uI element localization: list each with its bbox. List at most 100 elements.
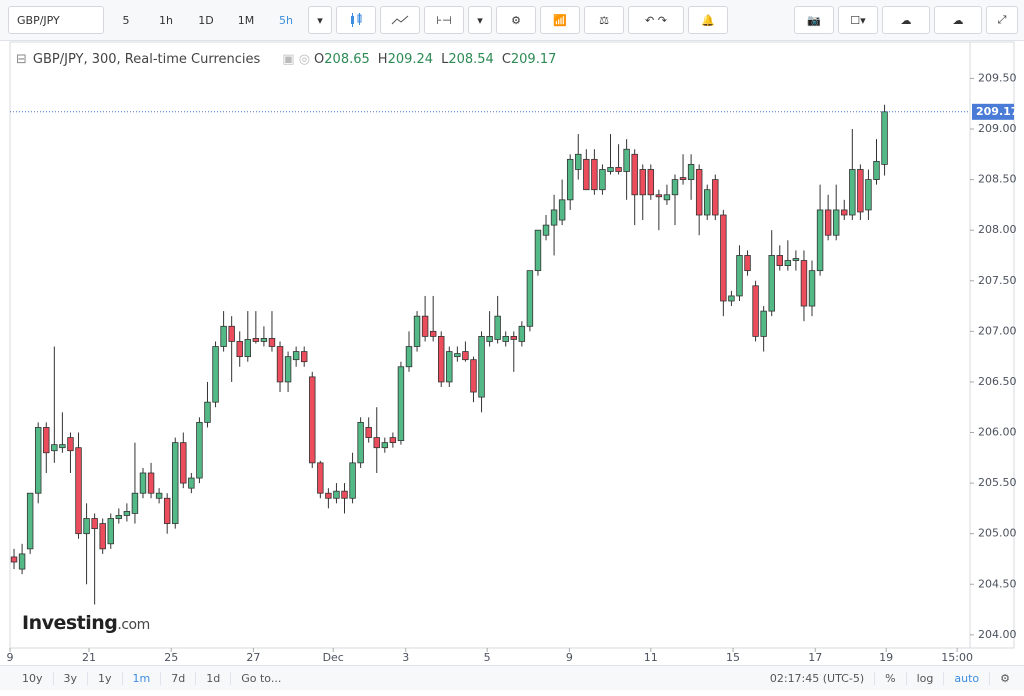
- candle-body: [849, 169, 856, 216]
- color-button[interactable]: ☐▾: [838, 6, 878, 34]
- interval-menu[interactable]: ▾: [308, 6, 332, 34]
- line-button[interactable]: [380, 6, 420, 34]
- icon: [351, 13, 362, 27]
- range-button[interactable]: 1m: [123, 671, 162, 685]
- interval-button[interactable]: 1M: [237, 13, 255, 27]
- candle-body: [212, 346, 219, 403]
- candle-body: [438, 336, 445, 383]
- cloud-save[interactable]: ☁: [934, 6, 982, 34]
- x-tick-label: 9: [566, 651, 573, 664]
- snapshot-button[interactable]: 📷: [794, 6, 834, 34]
- candle-body: [123, 511, 131, 516]
- candle-body: [75, 447, 82, 535]
- symbol-input[interactable]: GBP/JPY: [8, 6, 104, 34]
- candle-body: [147, 472, 155, 494]
- candle-body: [155, 492, 163, 499]
- candle-body: [865, 179, 872, 211]
- candle-body: [341, 490, 348, 499]
- legend-icons[interactable]: ▣ ◎: [282, 52, 311, 67]
- candles-button[interactable]: [336, 6, 376, 34]
- candle-body: [373, 437, 380, 449]
- candle-body: [470, 359, 477, 393]
- interval-button[interactable]: 1D: [198, 13, 214, 27]
- candle-body: [252, 338, 260, 342]
- settings-button[interactable]: ⚙: [1000, 671, 1010, 685]
- x-tick-label: 25: [164, 651, 178, 664]
- indicator-menu[interactable]: ▾: [468, 6, 492, 34]
- x-tick-label: 9: [7, 651, 14, 664]
- interval-button[interactable]: 1h: [159, 13, 173, 27]
- interval-button[interactable]: 5: [122, 13, 130, 27]
- candle-body: [768, 255, 775, 312]
- candle-body: [776, 255, 783, 266]
- y-tick-label: 209.50: [978, 71, 1017, 84]
- compare-button[interactable]: ⚖: [584, 6, 624, 34]
- candle-body: [575, 153, 582, 170]
- interval-button[interactable]: 5h: [279, 13, 293, 27]
- candle-body: [91, 518, 98, 530]
- candle-body: [583, 158, 590, 191]
- scale-button[interactable]: log: [907, 671, 945, 685]
- candle-body: [357, 421, 364, 464]
- candle-body: [478, 336, 485, 398]
- candle-body: [647, 169, 655, 196]
- y-tick-label: 207.00: [978, 324, 1017, 337]
- chart-title: GBP/JPY, 300, Real-time Currencies: [32, 52, 261, 67]
- candle-body: [260, 338, 268, 342]
- candle-body: [671, 179, 679, 196]
- range-button[interactable]: 7d: [161, 671, 197, 685]
- candle-body: [663, 194, 671, 201]
- brand-name: Investing: [22, 612, 118, 634]
- candle-body: [349, 462, 356, 499]
- candle-body: [631, 153, 638, 196]
- x-tick-label: 17: [808, 651, 822, 664]
- candle-body: [405, 346, 413, 368]
- range-button[interactable]: 1y: [88, 671, 123, 685]
- candle-body: [139, 472, 147, 494]
- candle-body: [542, 224, 550, 236]
- candle-body: [824, 209, 832, 236]
- x-tick-label: 21: [82, 651, 96, 664]
- candle-body: [744, 255, 751, 272]
- scale-button[interactable]: auto: [944, 671, 991, 685]
- range-button[interactable]: 3y: [54, 671, 89, 685]
- candle-body: [462, 351, 469, 361]
- cloud-load[interactable]: ☁: [882, 6, 930, 34]
- alert-button[interactable]: 🔔: [688, 6, 728, 34]
- indicator-button[interactable]: ⊦⊣: [424, 6, 464, 34]
- candle-body: [309, 376, 316, 464]
- y-tick-label: 205.00: [978, 527, 1017, 540]
- studies-button[interactable]: 📶: [540, 6, 580, 34]
- goto-button[interactable]: Go to...: [241, 671, 282, 685]
- candle-body: [550, 209, 558, 226]
- range-button[interactable]: 10y: [0, 671, 54, 685]
- candle-body: [180, 442, 187, 484]
- collapse-icon[interactable]: ⊟: [16, 52, 27, 67]
- candle-body: [728, 295, 735, 302]
- candle-body: [188, 477, 195, 489]
- undo-redo[interactable]: ↶ ↷: [628, 6, 684, 34]
- x-tick-label: 15:00: [941, 651, 973, 664]
- candle-body: [107, 518, 114, 545]
- candle-body: [687, 164, 695, 180]
- bottom-bar: 10y 3y 1y 1m 7d 1d Go to... 02:17:45 (UT…: [0, 665, 1024, 690]
- ohlc-label: O: [314, 52, 325, 67]
- fullscreen-button[interactable]: ⤢: [986, 6, 1018, 34]
- x-tick-label: 27: [246, 651, 260, 664]
- candle-body: [268, 338, 276, 347]
- candle-body: [34, 427, 42, 494]
- x-tick-label: 5: [484, 651, 491, 664]
- y-tick-label: 209.00: [978, 122, 1017, 135]
- range-button[interactable]: 1d: [196, 671, 232, 685]
- candle-body: [510, 336, 517, 340]
- candle-body: [397, 366, 405, 442]
- scale-button[interactable]: %: [875, 671, 907, 685]
- candle-body: [220, 325, 227, 347]
- candle-body: [454, 353, 461, 358]
- ohlc-value: 209.17: [510, 52, 557, 67]
- x-tick-label: 19: [879, 651, 893, 664]
- settings-button[interactable]: ⚙: [496, 6, 536, 34]
- candle-body: [558, 199, 566, 221]
